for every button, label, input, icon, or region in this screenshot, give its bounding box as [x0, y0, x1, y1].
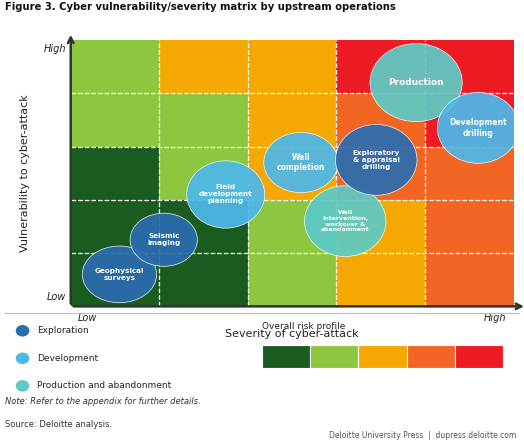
Ellipse shape: [335, 124, 417, 195]
Text: Exploration: Exploration: [37, 326, 89, 335]
Ellipse shape: [304, 186, 386, 257]
Bar: [248, 200, 336, 253]
Text: High: High: [44, 44, 67, 54]
Ellipse shape: [82, 246, 157, 303]
Bar: [425, 93, 514, 147]
Bar: [336, 93, 425, 147]
Text: Development: Development: [37, 354, 99, 363]
Text: High: High: [373, 352, 392, 361]
Text: Source: Deloitte analysis.: Source: Deloitte analysis.: [5, 420, 112, 428]
Bar: [248, 40, 336, 93]
Text: Extreme: Extreme: [461, 352, 497, 361]
Bar: [425, 40, 514, 93]
Bar: [336, 40, 425, 93]
Bar: [336, 200, 425, 253]
Bar: [159, 40, 248, 93]
Bar: [248, 93, 336, 147]
Bar: [336, 147, 425, 200]
Bar: [159, 200, 248, 253]
Text: Medium: Medium: [317, 352, 352, 361]
Bar: [159, 93, 248, 147]
Text: Note: Refer to the appendix for further details.: Note: Refer to the appendix for further …: [5, 397, 201, 406]
Bar: [425, 147, 514, 200]
Text: Production and abandonment: Production and abandonment: [37, 381, 171, 390]
Bar: [425, 253, 514, 306]
Bar: [159, 147, 248, 200]
Ellipse shape: [264, 132, 338, 193]
Ellipse shape: [438, 92, 519, 163]
Text: Seismic
imaging: Seismic imaging: [147, 233, 180, 246]
Text: Development
drilling: Development drilling: [449, 118, 507, 138]
Ellipse shape: [187, 161, 265, 228]
Text: High: High: [484, 313, 506, 323]
Text: Production: Production: [388, 78, 444, 87]
Text: V. High: V. High: [416, 352, 446, 361]
Text: Vulnerability to cyber-attack: Vulnerability to cyber-attack: [20, 94, 30, 252]
Bar: [248, 253, 336, 306]
Bar: [71, 40, 159, 93]
Text: Well
completion: Well completion: [277, 153, 325, 172]
Text: Exploratory
& appraisal
drilling: Exploratory & appraisal drilling: [353, 150, 400, 170]
Bar: [71, 200, 159, 253]
Text: Figure 3. Cyber vulnerability/severity matrix by upstream operations: Figure 3. Cyber vulnerability/severity m…: [5, 2, 396, 12]
Ellipse shape: [130, 213, 198, 266]
Text: Well
intervention,
workover &
abandonment: Well intervention, workover & abandonmen…: [321, 210, 369, 232]
Bar: [71, 93, 159, 147]
Bar: [71, 147, 159, 200]
Text: Deloitte University Press  |  dupress.deloitte.com: Deloitte University Press | dupress.delo…: [329, 431, 516, 440]
Bar: [159, 253, 248, 306]
Text: Field
development
planning: Field development planning: [199, 184, 253, 205]
Ellipse shape: [370, 44, 462, 122]
Text: Severity of cyber-attack: Severity of cyber-attack: [225, 329, 359, 339]
Text: Low: Low: [78, 313, 97, 323]
Bar: [336, 253, 425, 306]
Text: Low: Low: [47, 292, 67, 302]
Text: Low: Low: [278, 352, 294, 361]
Bar: [71, 253, 159, 306]
Text: Overall risk profile: Overall risk profile: [262, 322, 345, 331]
Bar: [248, 147, 336, 200]
Bar: [425, 200, 514, 253]
Text: Geophysical
surveys: Geophysical surveys: [95, 268, 144, 281]
